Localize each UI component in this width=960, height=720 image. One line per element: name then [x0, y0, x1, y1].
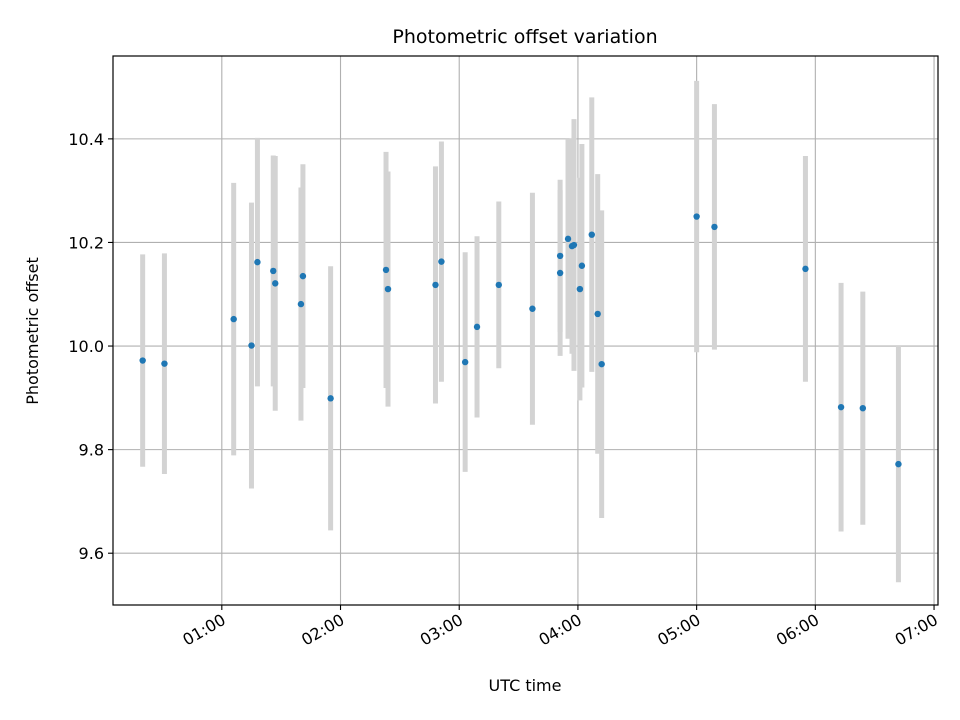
data-point — [495, 281, 502, 289]
data-point — [594, 310, 601, 318]
data-point — [693, 213, 700, 220]
y-axis-label: Photometric offset — [23, 257, 42, 405]
y-axis-ticks: 9.6 9.8 10.0 10.2 10.4 — [68, 130, 113, 563]
data-point — [161, 360, 168, 367]
data-point — [327, 395, 334, 402]
grid — [113, 56, 938, 605]
x-tick-label: 04:00 — [535, 610, 584, 650]
chart-title: Photometric offset variation — [392, 26, 657, 48]
data-point — [139, 357, 146, 364]
data-point — [564, 235, 572, 243]
x-tick-label: 01:00 — [179, 610, 228, 650]
data-point — [570, 241, 578, 249]
data-point — [270, 267, 277, 275]
data-point — [529, 305, 536, 312]
x-tick-label: 05:00 — [654, 610, 703, 650]
data-point — [895, 460, 902, 468]
data-point — [272, 280, 279, 287]
data-points — [139, 213, 902, 468]
error-bars — [140, 80, 901, 583]
data-point — [230, 315, 237, 323]
data-point — [382, 266, 390, 274]
x-tick-label: 06:00 — [773, 610, 822, 650]
data-point — [837, 403, 845, 411]
data-point — [461, 358, 469, 366]
data-point — [578, 262, 586, 269]
x-tick-label: 03:00 — [417, 610, 466, 650]
y-tick-label: 9.6 — [79, 544, 104, 563]
data-point — [556, 252, 564, 260]
data-point — [254, 258, 261, 266]
data-point — [859, 404, 867, 412]
data-point — [438, 258, 445, 265]
data-point — [384, 285, 392, 293]
data-point — [432, 281, 439, 289]
data-point — [473, 323, 481, 331]
data-point — [711, 223, 718, 231]
data-point — [576, 285, 584, 293]
x-axis-ticks: 01:00 02:00 03:00 04:00 05:00 06:00 07:00 — [179, 605, 941, 650]
data-point — [248, 342, 255, 349]
x-axis-label: UTC time — [489, 676, 562, 695]
plot-frame — [112, 55, 939, 606]
y-tick-label: 9.8 — [79, 441, 104, 460]
x-tick-label: 02:00 — [298, 610, 347, 650]
data-point — [297, 300, 305, 308]
data-point — [802, 265, 809, 273]
x-tick-label: 07:00 — [892, 610, 941, 650]
y-tick-label: 10.4 — [68, 130, 104, 149]
y-tick-label: 10.0 — [68, 337, 104, 356]
data-point — [556, 269, 564, 277]
data-point — [299, 272, 307, 280]
y-tick-label: 10.2 — [68, 233, 104, 252]
data-point — [588, 231, 595, 238]
data-point — [598, 360, 605, 368]
